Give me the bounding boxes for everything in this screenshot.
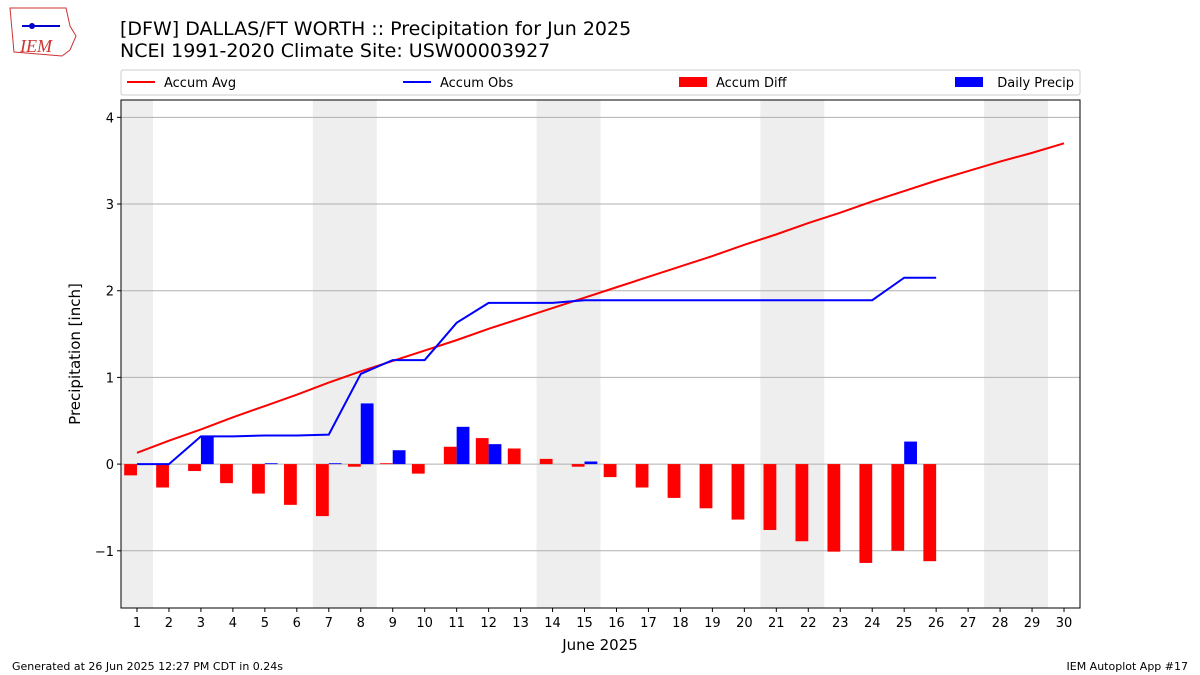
bar: [124, 464, 137, 476]
x-tick-label: 25: [896, 616, 913, 631]
bar: [859, 464, 873, 563]
bar: [475, 438, 489, 465]
x-axis-label: June 2025: [561, 636, 638, 654]
bar: [635, 464, 649, 488]
x-tick-label: 18: [672, 616, 689, 631]
bar: [264, 463, 278, 465]
bar: [284, 464, 297, 505]
bar: [731, 464, 745, 520]
legend-label: Accum Avg: [164, 76, 236, 91]
line: [136, 142, 1065, 454]
bar: [827, 464, 841, 552]
weekend-shade: [536, 100, 601, 608]
bar: [699, 464, 713, 509]
bar: [443, 446, 457, 465]
logo-text: IEM: [19, 36, 53, 56]
x-tick-label: 23: [832, 616, 849, 631]
x-tick-label: 4: [229, 616, 237, 631]
weekend-shade: [760, 100, 825, 608]
y-tick-label: 1: [106, 371, 114, 386]
bar: [571, 464, 585, 467]
weekend-shade: [984, 100, 1049, 608]
footer-left: Generated at 26 Jun 2025 12:27 PM CDT in…: [12, 660, 283, 673]
plot-frame: [120, 99, 1081, 609]
bar: [904, 441, 917, 465]
legend-label: Daily Precip: [997, 76, 1074, 91]
legend-swatch: [679, 77, 707, 87]
x-tick-label: 19: [704, 616, 721, 631]
chart-title: [DFW] DALLAS/FT WORTH :: Precipitation f…: [120, 18, 631, 40]
bar: [200, 436, 214, 465]
x-tick-label: 30: [1056, 616, 1073, 631]
bar: [360, 403, 374, 465]
x-tick-label: 20: [736, 616, 753, 631]
legend-swatch: [955, 77, 983, 87]
bar: [328, 463, 342, 465]
x-tick-label: 13: [512, 616, 529, 631]
y-tick-label: −1: [95, 545, 114, 560]
bar: [220, 464, 233, 484]
x-tick-label: 7: [325, 616, 333, 631]
x-tick-label: 3: [197, 616, 205, 631]
y-tick-label: 2: [106, 285, 114, 300]
bar: [667, 464, 681, 498]
x-tick-label: 16: [608, 616, 625, 631]
x-tick-label: 24: [864, 616, 881, 631]
x-tick-label: 11: [448, 616, 465, 631]
logo: IEM: [9, 7, 77, 57]
bar: [188, 464, 201, 472]
bar: [923, 464, 937, 562]
bar: [507, 448, 521, 465]
legend-label: Accum Diff: [716, 76, 788, 91]
x-tick-label: 28: [992, 616, 1009, 631]
x-tick-label: 2: [165, 616, 173, 631]
x-tick-label: 29: [1024, 616, 1041, 631]
bar: [252, 464, 265, 494]
footer-right: IEM Autoplot App #17: [1067, 660, 1189, 673]
bar: [379, 463, 393, 465]
y-tick-label: 4: [106, 111, 114, 126]
bar: [315, 464, 329, 517]
y-tick-label: 0: [106, 458, 114, 473]
legend-label: Accum Obs: [440, 76, 513, 91]
bar: [603, 464, 617, 478]
legend: [120, 69, 1081, 96]
bar: [347, 464, 361, 467]
x-tick-label: 10: [416, 616, 433, 631]
x-tick-label: 12: [480, 616, 497, 631]
y-tick-label: 3: [106, 198, 114, 213]
x-tick-label: 22: [800, 616, 817, 631]
bar: [392, 450, 406, 465]
x-tick-label: 27: [960, 616, 977, 631]
x-tick-label: 6: [293, 616, 301, 631]
y-axis-label: Precipitation [inch]: [66, 283, 84, 425]
x-tick-label: 17: [640, 616, 657, 631]
weekend-shade: [121, 100, 153, 608]
bar: [411, 464, 425, 474]
bar: [456, 426, 470, 465]
x-tick-label: 5: [261, 616, 269, 631]
line: [136, 276, 937, 466]
bar: [891, 464, 905, 551]
bar: [584, 461, 598, 465]
x-tick-label: 15: [576, 616, 593, 631]
x-tick-label: 8: [357, 616, 365, 631]
x-tick-label: 14: [544, 616, 561, 631]
weekend-shade: [312, 100, 377, 608]
x-tick-label: 26: [928, 616, 945, 631]
bar: [539, 458, 553, 465]
bar: [156, 464, 169, 488]
bar: [488, 444, 502, 465]
chart-subtitle: NCEI 1991-2020 Climate Site: USW00003927: [120, 40, 550, 62]
bar: [795, 464, 809, 542]
x-tick-label: 9: [389, 616, 397, 631]
x-tick-label: 21: [768, 616, 785, 631]
bar: [763, 464, 777, 530]
x-tick-label: 1: [133, 616, 141, 631]
